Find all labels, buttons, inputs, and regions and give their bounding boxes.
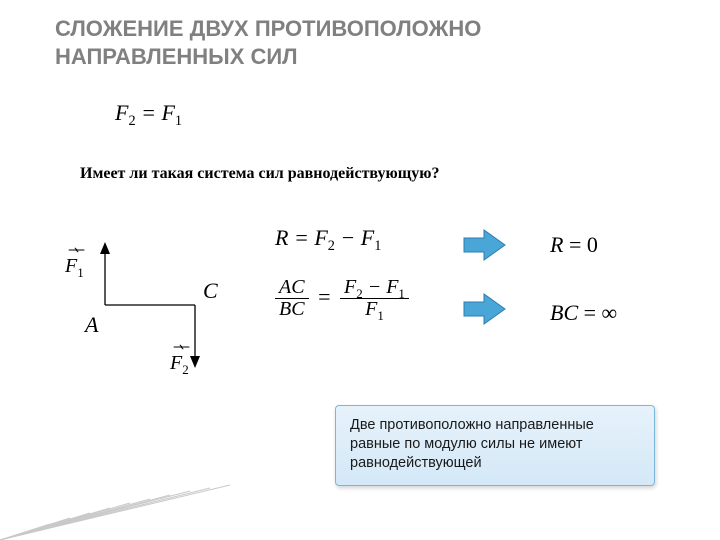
- label-c: C: [203, 278, 218, 304]
- equation-f2-eq-f1: F2 = F1: [115, 100, 182, 126]
- page-title: СЛОЖЕНИЕ ДВУХ ПРОТИВОПОЛОЖНО НАПРАВЛЕННЫ…: [55, 15, 655, 70]
- equations-middle: R = F2 − F1 AC BC = F2 − F1 F1: [275, 225, 455, 320]
- decor-lines: [0, 450, 240, 540]
- label-a: A: [85, 312, 98, 338]
- var-f1: F1: [161, 100, 182, 125]
- equation-bc-inf: BC = ∞: [550, 300, 617, 326]
- equals-sign: =: [141, 100, 161, 125]
- force-diagram: ⇀↽ F1 ⇀↽ F2 A C: [35, 220, 235, 400]
- label-f1: ⇀↽ F1: [65, 255, 84, 278]
- arrow-icon: [462, 292, 507, 326]
- arrow-icon: [462, 228, 507, 262]
- conclusion-callout: Две противоположно направленные равные п…: [335, 405, 655, 486]
- equation-r-zero: R = 0: [550, 232, 617, 258]
- var-f2: F2: [115, 100, 136, 125]
- equation-ac-bc: AC BC = F2 − F1 F1: [275, 277, 455, 320]
- equations-right: R = 0 BC = ∞: [550, 232, 617, 326]
- equation-r: R = F2 − F1: [275, 225, 455, 251]
- question-text: Имеет ли такая система сил равнодействую…: [80, 165, 439, 183]
- label-f2: ⇀↽ F2: [170, 352, 189, 375]
